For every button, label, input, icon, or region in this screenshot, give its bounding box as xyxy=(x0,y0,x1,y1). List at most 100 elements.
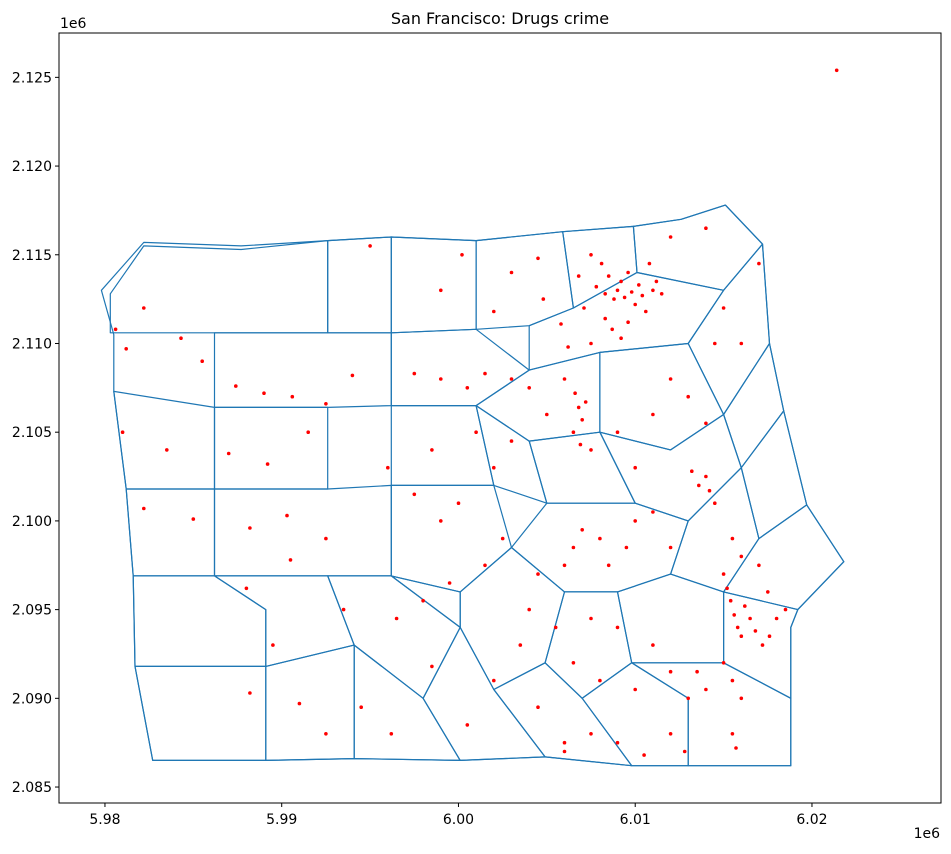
crime-point-93 xyxy=(668,377,673,381)
crime-point-99 xyxy=(721,306,726,310)
crime-point-32 xyxy=(465,723,470,727)
crime-point-145 xyxy=(615,625,620,630)
crime-point-72 xyxy=(562,377,567,381)
y-axis-offset-label: 1e6 xyxy=(60,16,87,32)
crime-point-73 xyxy=(573,391,577,396)
crime-point-130 xyxy=(730,732,735,736)
crime-point-146 xyxy=(651,643,655,647)
crime-point-38 xyxy=(439,288,443,293)
crime-point-118 xyxy=(748,616,752,621)
crime-point-148 xyxy=(633,687,637,692)
crime-point-91 xyxy=(633,465,637,470)
crime-point-83 xyxy=(483,371,487,376)
crime-point-149 xyxy=(598,678,602,683)
crime-point-90 xyxy=(615,430,620,435)
crime-point-158 xyxy=(412,492,417,497)
crime-point-35 xyxy=(536,705,540,709)
crime-point-58 xyxy=(629,290,634,294)
crime-point-77 xyxy=(571,430,576,435)
crime-point-60 xyxy=(637,283,641,287)
crime-point-2 xyxy=(113,327,118,332)
crime-point-110 xyxy=(766,590,770,594)
crime-point-67 xyxy=(603,316,607,321)
crime-point-45 xyxy=(566,345,570,349)
crime-point-139 xyxy=(651,510,655,514)
crime-point-37 xyxy=(368,244,372,248)
crime-point-61 xyxy=(640,293,645,298)
crime-point-63 xyxy=(647,261,652,266)
y-tick-label: 2.105 xyxy=(12,425,52,441)
x-tick-label: 6.00 xyxy=(443,812,474,828)
crime-point-26 xyxy=(271,643,275,647)
x-tick-label: 6.01 xyxy=(620,812,651,828)
crime-point-52 xyxy=(606,274,611,278)
axes-frame xyxy=(58,32,942,804)
crime-point-62 xyxy=(644,309,648,314)
crime-point-28 xyxy=(324,732,328,736)
crime-point-42 xyxy=(536,256,540,261)
census-tract-layer xyxy=(100,204,845,767)
crime-point-14 xyxy=(226,451,231,456)
crime-point-103 xyxy=(697,483,701,488)
crime-point-101 xyxy=(757,261,761,266)
crime-point-154 xyxy=(642,753,646,757)
crime-point-156 xyxy=(682,749,687,754)
y-tick-label: 2.115 xyxy=(12,248,52,264)
crime-point-108 xyxy=(739,554,744,559)
crime-point-22 xyxy=(244,586,249,591)
y-tick-label: 2.090 xyxy=(12,691,52,707)
crime-point-87 xyxy=(509,439,514,443)
crime-point-97 xyxy=(668,235,673,239)
crime-point-98 xyxy=(704,226,708,230)
crime-point-135 xyxy=(598,536,602,541)
crime-point-150 xyxy=(571,661,576,665)
crime-point-140 xyxy=(668,545,673,550)
crime-point-30 xyxy=(389,732,394,736)
crime-point-85 xyxy=(439,377,443,381)
crime-point-166 xyxy=(394,616,399,621)
crime-point-24 xyxy=(341,607,346,612)
crime-point-117 xyxy=(743,604,747,608)
crime-point-36 xyxy=(562,740,567,745)
crime-point-96 xyxy=(713,341,717,346)
crime-point-9 xyxy=(290,394,295,399)
crime-point-164 xyxy=(447,581,452,585)
crime-point-20 xyxy=(285,513,289,518)
crime-point-105 xyxy=(707,488,712,493)
crime-point-5 xyxy=(179,336,183,341)
crime-point-47 xyxy=(582,306,586,310)
crime-point-48 xyxy=(589,253,593,257)
crime-point-70 xyxy=(626,320,630,325)
crime-point-76 xyxy=(583,400,588,404)
crime-point-116 xyxy=(739,634,744,638)
crime-point-106 xyxy=(713,501,717,506)
crime-point-115 xyxy=(735,625,740,630)
crime-point-151 xyxy=(562,749,567,754)
crime-point-165 xyxy=(421,598,425,603)
crime-point-144 xyxy=(589,616,593,621)
crime-point-59 xyxy=(633,302,637,307)
crime-point-12 xyxy=(120,430,125,435)
census-tract-34 xyxy=(722,504,845,611)
crime-point-137 xyxy=(624,545,629,550)
crime-point-153 xyxy=(615,740,620,745)
crime-point-29 xyxy=(359,705,364,709)
crime-point-39 xyxy=(460,253,464,257)
crime-point-25 xyxy=(248,691,252,695)
crime-point-159 xyxy=(439,519,443,523)
y-tick-label: 2.120 xyxy=(12,159,52,175)
crime-point-64 xyxy=(651,288,655,293)
crime-point-80 xyxy=(545,412,549,417)
crime-point-124 xyxy=(721,661,726,665)
x-axis-offset-label: 1e6 xyxy=(914,826,941,842)
y-tick-label: 2.125 xyxy=(12,70,52,86)
crime-point-152 xyxy=(589,732,593,736)
y-tick-label: 2.110 xyxy=(12,336,52,352)
crime-point-31 xyxy=(430,664,434,669)
crime-point-53 xyxy=(612,297,616,301)
crime-point-33 xyxy=(492,678,496,683)
crime-point-46 xyxy=(576,274,581,278)
crime-point-54 xyxy=(615,288,620,293)
crime-point-84 xyxy=(465,386,470,390)
